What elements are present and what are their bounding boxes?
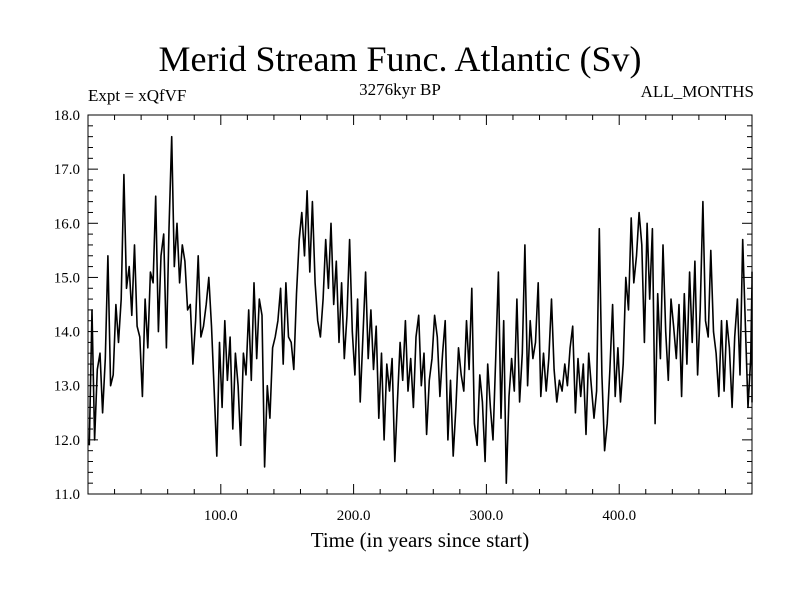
chart-subtitle: 3276kyr BP xyxy=(359,80,441,99)
axis-tick-labels: 100.0 200.0 300.0 400.0 11.0 12.0 13.0 14.0 15.0… xyxy=(54,108,636,524)
y-tick-label: 16.0 xyxy=(54,216,80,232)
months-label: ALL_MONTHS xyxy=(640,82,754,101)
chart-title: Merid Stream Func. Atlantic (Sv) xyxy=(158,39,642,79)
x-axis-label: Time (in years since start) xyxy=(310,528,530,552)
y-tick-label: 15.0 xyxy=(54,270,80,286)
x-tick-label: 100.0 xyxy=(204,508,238,524)
series-line xyxy=(88,135,753,485)
x-tick-label: 400.0 xyxy=(602,508,636,524)
experiment-label: Expt = xQfVF xyxy=(88,86,187,105)
x-tick-label: 300.0 xyxy=(470,508,504,524)
y-tick-label: 18.0 xyxy=(54,108,80,124)
y-tick-label: 13.0 xyxy=(54,379,80,395)
x-tick-label: 200.0 xyxy=(337,508,371,524)
y-tick-label: 11.0 xyxy=(54,487,80,503)
y-tick-label: 12.0 xyxy=(54,433,80,449)
axis-ticks xyxy=(88,114,752,495)
y-tick-label: 17.0 xyxy=(54,162,80,178)
y-tick-label: 14.0 xyxy=(54,325,80,341)
